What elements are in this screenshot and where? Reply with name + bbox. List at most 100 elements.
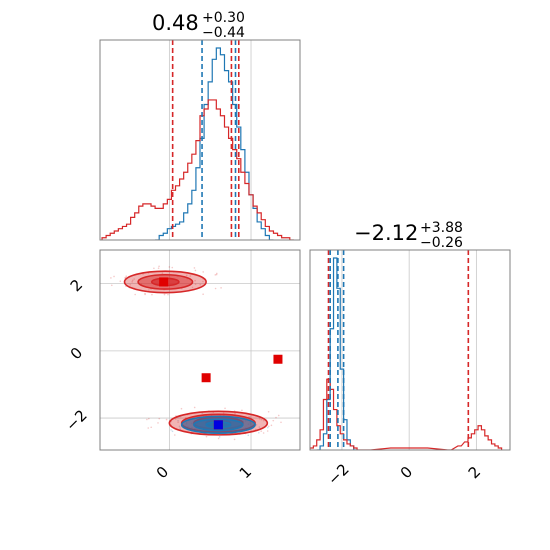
- sample-point: [133, 278, 135, 280]
- sample-point: [144, 293, 146, 296]
- marker-square-4: [213, 420, 223, 430]
- sample-point: [153, 267, 155, 270]
- sample-point: [157, 422, 159, 424]
- sample-point: [266, 426, 269, 429]
- sample-point: [134, 293, 136, 296]
- sample-point: [147, 427, 150, 429]
- sample-point: [234, 412, 236, 415]
- marker-square-1: [273, 354, 283, 364]
- sample-point: [202, 280, 204, 283]
- sample-point: [258, 431, 260, 434]
- histogram-layer: [101, 40, 294, 240]
- sample-point: [148, 289, 150, 291]
- sample-point: [202, 271, 205, 273]
- sample-point: [157, 267, 160, 269]
- sample-point: [110, 277, 112, 279]
- right-x-tick-label-0: −2: [324, 460, 352, 488]
- sample-point: [113, 275, 115, 278]
- sample-point: [158, 417, 161, 420]
- sample-point: [147, 417, 150, 420]
- sample-point: [220, 287, 222, 289]
- sample-point: [167, 293, 169, 296]
- markers: [159, 277, 283, 430]
- sample-point: [202, 293, 204, 296]
- joint-x-tick-labels: 0 1: [153, 463, 255, 482]
- sample-point: [144, 292, 146, 295]
- sample-point: [174, 418, 177, 420]
- sample-point: [215, 273, 218, 276]
- marginal-x-histogram-panel: [99, 39, 301, 241]
- sample-point: [277, 414, 280, 417]
- sample-point: [124, 277, 126, 279]
- right-x-tick-labels: −2 0 2: [324, 460, 484, 488]
- grid-lines: [168, 40, 252, 240]
- panel-border: [309, 249, 511, 451]
- sample-point: [165, 418, 168, 421]
- sample-point: [233, 438, 236, 441]
- sample-point: [191, 286, 194, 289]
- sample-point: [199, 283, 202, 286]
- sample-point: [258, 426, 261, 428]
- sample-point: [260, 430, 263, 432]
- contour-layer: [110, 265, 283, 441]
- title-right-plus: +3.88: [420, 220, 463, 236]
- sample-point: [179, 427, 181, 429]
- title-top: 0.48 +0.30 −0.44: [152, 10, 245, 41]
- panel-border: [99, 39, 301, 241]
- sample-point: [249, 416, 252, 419]
- title-top-plus: +0.30: [202, 10, 245, 26]
- joint-y-tick-label-0: −2: [62, 406, 90, 434]
- histogram-series-1: [101, 99, 294, 240]
- sample-point: [267, 410, 270, 413]
- title-top-value: 0.48: [152, 11, 199, 35]
- sample-point: [262, 432, 265, 434]
- panel-border: [99, 249, 301, 451]
- right-x-tick-label-2: 2: [465, 463, 484, 482]
- sample-point: [259, 418, 261, 420]
- sample-point: [193, 406, 196, 409]
- marker-square-0: [201, 373, 211, 383]
- sample-point: [163, 293, 166, 296]
- grid-lines: [341, 250, 477, 450]
- right-x-tick-label-1: 0: [397, 463, 416, 482]
- sample-point: [151, 293, 153, 296]
- sample-point: [131, 279, 134, 282]
- sample-point: [205, 435, 208, 438]
- sample-point: [189, 275, 192, 277]
- sample-point: [241, 409, 243, 412]
- sample-point: [267, 425, 270, 428]
- joint-x-tick-label-0: 0: [153, 463, 172, 482]
- sample-point: [194, 283, 197, 286]
- sample-point: [131, 281, 133, 283]
- sample-point: [275, 416, 277, 419]
- sample-point: [247, 434, 250, 437]
- sample-point: [119, 280, 122, 283]
- sample-point: [272, 419, 275, 422]
- sample-point: [177, 419, 179, 422]
- sample-point: [146, 418, 148, 421]
- sample-point: [110, 284, 113, 287]
- sample-point: [168, 266, 171, 268]
- sample-point: [180, 407, 183, 410]
- marker-square-2: [159, 277, 169, 287]
- sample-point: [161, 272, 164, 275]
- sample-point: [260, 418, 263, 421]
- sample-point: [177, 421, 179, 423]
- contour-group-2: [180, 415, 256, 434]
- title-right-minus: −0.26: [420, 235, 463, 251]
- sample-point: [280, 421, 282, 424]
- sample-point: [270, 424, 273, 427]
- joint-y-tick-label-1: 0: [67, 344, 86, 363]
- sample-point: [185, 274, 188, 277]
- sample-point: [216, 272, 218, 275]
- sample-point: [125, 275, 128, 278]
- sample-point: [218, 436, 221, 438]
- joint-y-tick-label-2: 2: [67, 276, 86, 295]
- sample-point: [214, 287, 217, 290]
- title-right: −2.12 +3.88 −0.26: [354, 220, 463, 251]
- sample-point: [214, 274, 217, 276]
- sample-point: [266, 430, 269, 432]
- sample-point: [224, 407, 226, 410]
- sample-point: [193, 267, 196, 269]
